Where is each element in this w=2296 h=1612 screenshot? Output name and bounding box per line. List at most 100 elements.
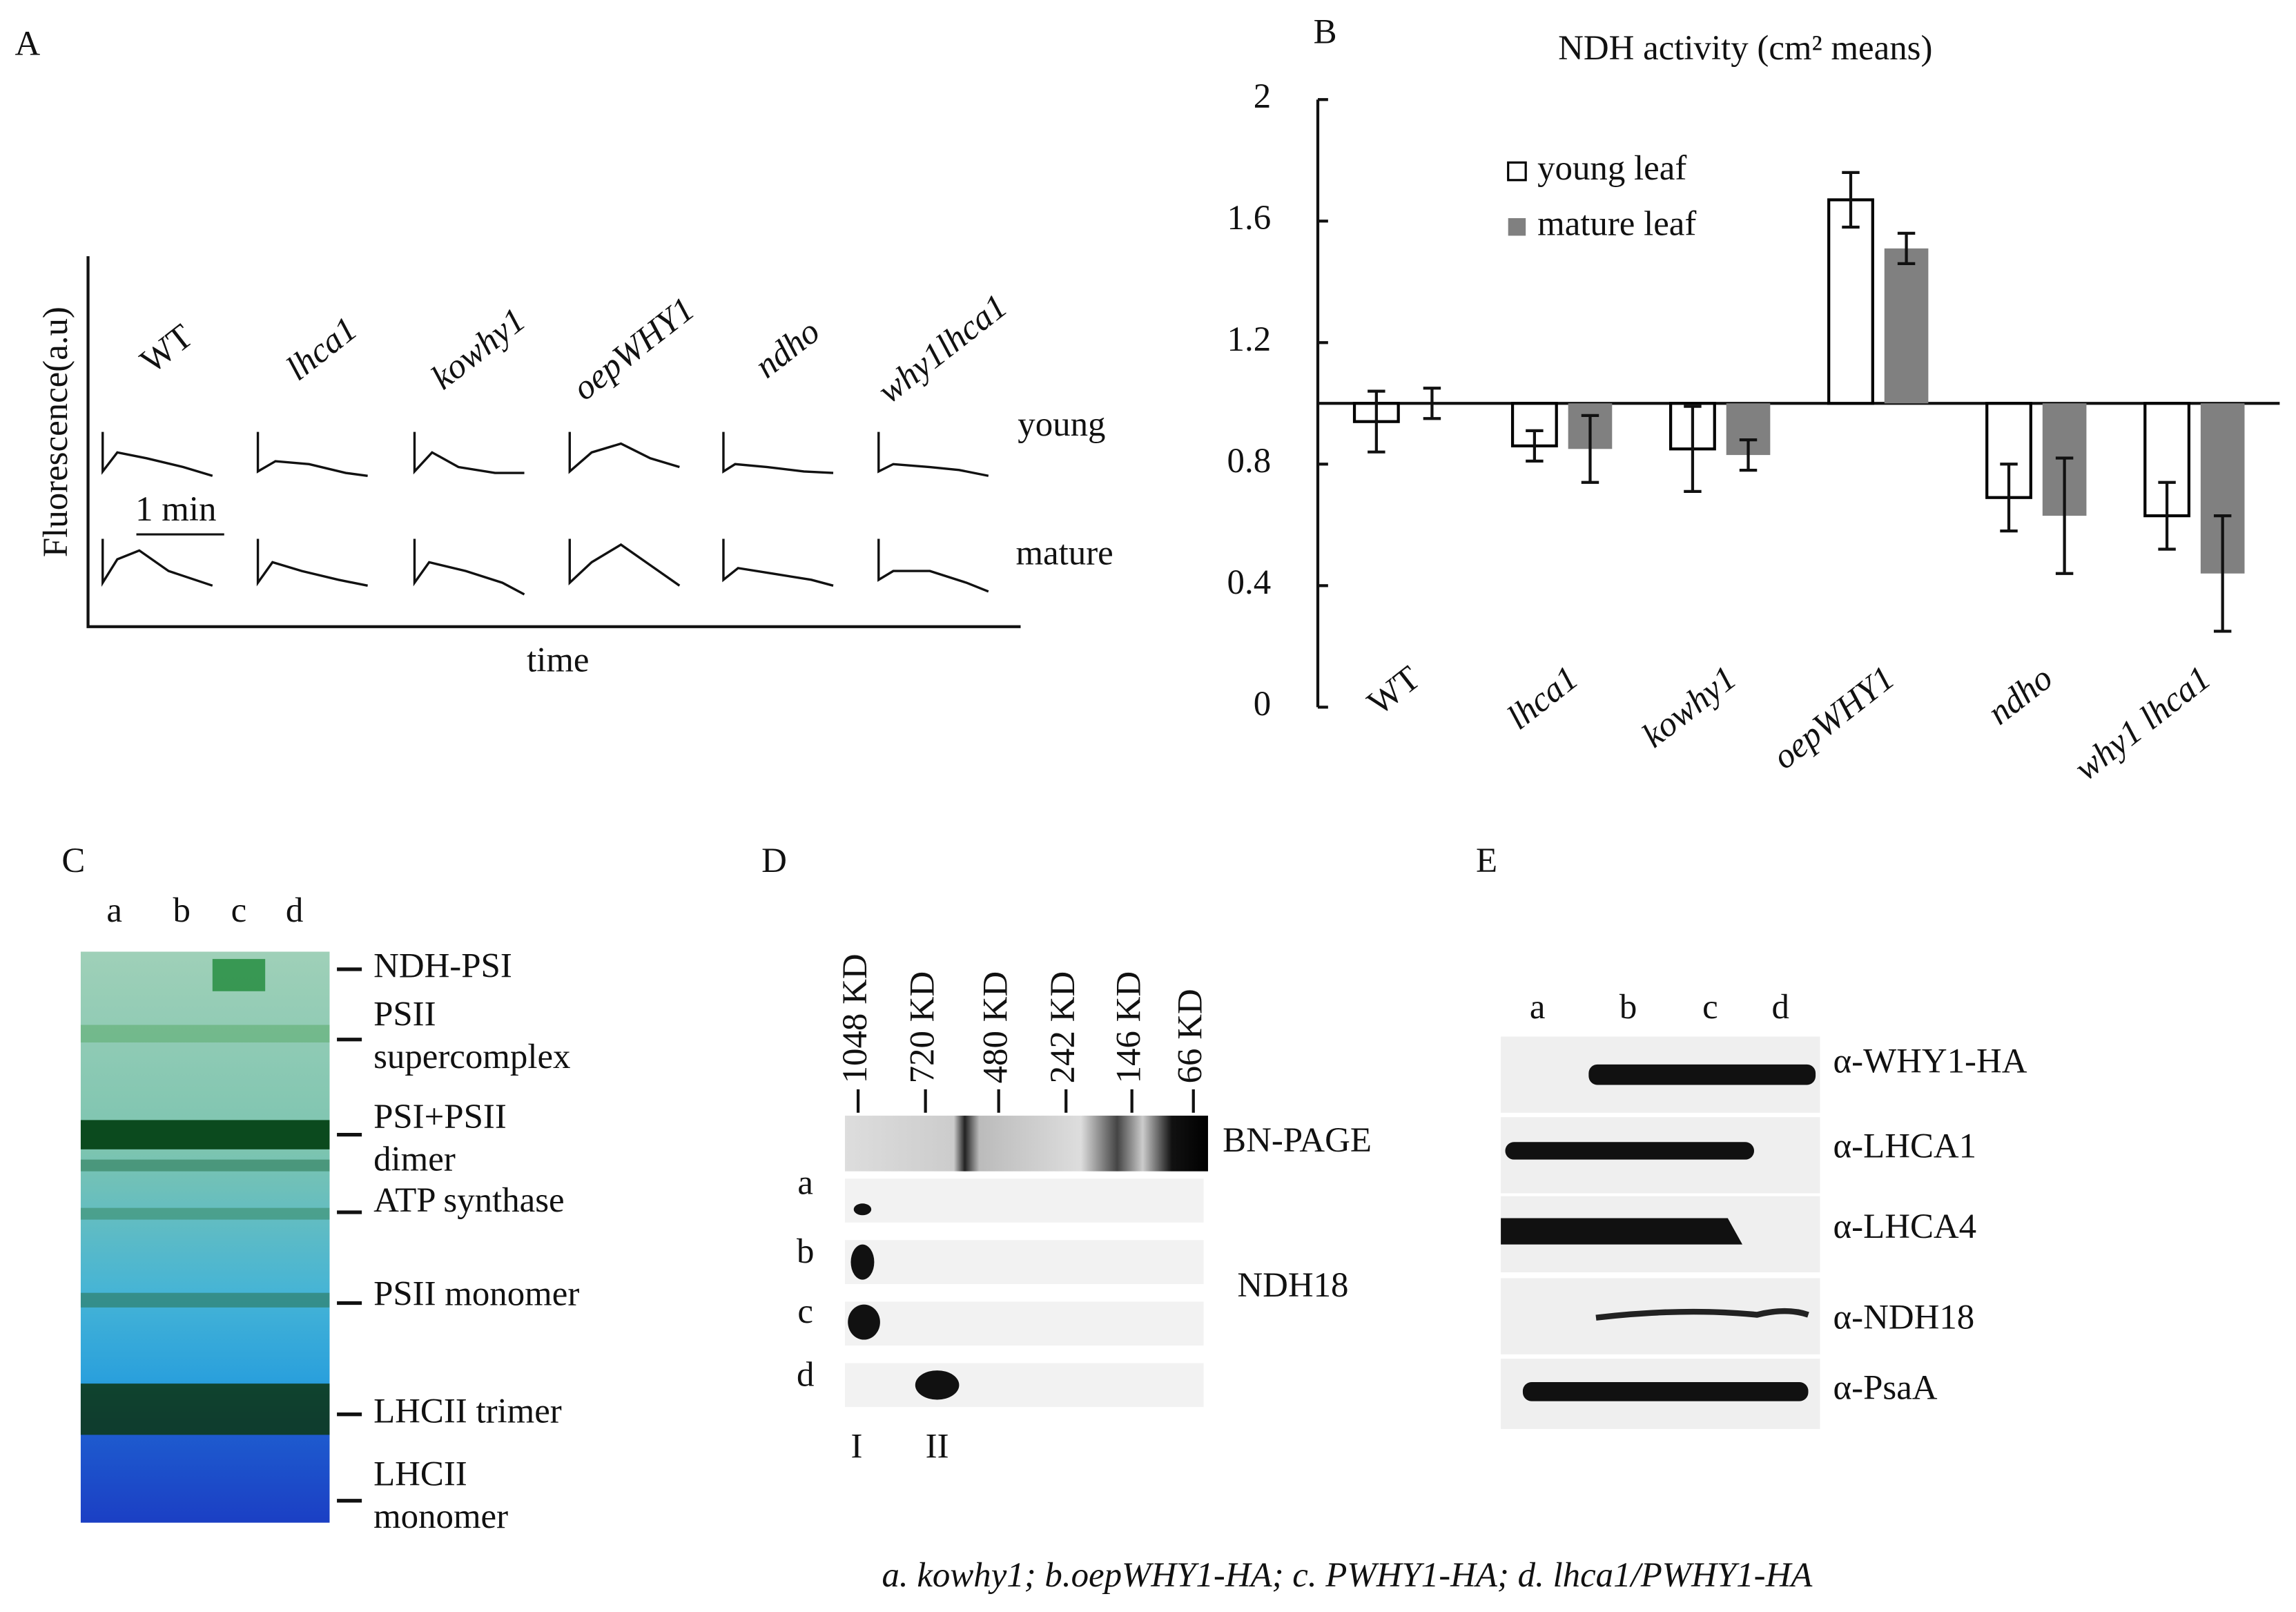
genotype-label: ndho xyxy=(748,312,827,386)
y-tick-label: 1.2 xyxy=(1227,320,1272,359)
fluorescence-trace xyxy=(256,538,368,587)
band-label: dimer xyxy=(373,1140,456,1179)
lane-label: b xyxy=(173,891,191,930)
lane-label: c xyxy=(231,891,247,930)
panel-a xyxy=(86,256,1021,628)
error-bar xyxy=(1526,429,1544,463)
band-label: NDH-PSI xyxy=(373,947,512,986)
gel-band xyxy=(80,1383,330,1435)
marker-label: 66 KD xyxy=(1171,989,1209,1083)
antibody-label: α-LHCA4 xyxy=(1833,1207,1977,1246)
complex-label: II xyxy=(926,1427,949,1466)
error-bar xyxy=(1368,389,1385,454)
genotype-label: kowhy1 xyxy=(425,301,533,398)
blot-band xyxy=(1501,1218,1743,1245)
error-bar xyxy=(2000,463,2018,533)
fluorescence-trace xyxy=(101,538,213,587)
error-bar xyxy=(1684,405,1702,494)
blot-spot xyxy=(848,1304,880,1340)
genotype-label: oepWHY1 xyxy=(566,290,702,408)
fluorescence-trace xyxy=(877,431,989,477)
lane-label: b xyxy=(797,1232,814,1271)
fluorescence-trace xyxy=(413,538,525,596)
fluorescence-trace xyxy=(568,431,680,474)
x-tick-label: lhca1 xyxy=(1500,659,1586,737)
error-bar xyxy=(1897,231,1916,265)
genotype-label: why1lhca1 xyxy=(870,287,1014,411)
blot-band xyxy=(1522,1382,1809,1401)
genotype-label: lhca1 xyxy=(280,310,365,389)
error-bar xyxy=(2158,480,2176,551)
antibody-label: NDH18 xyxy=(1237,1266,1348,1305)
y-axis-label: Fluorescence(a.u) xyxy=(37,307,75,557)
panel-label: A xyxy=(15,25,41,64)
y-tick-label: 2 xyxy=(1254,77,1271,116)
legend-swatch xyxy=(1508,217,1526,236)
lane-label: c xyxy=(797,1292,813,1331)
x-tick-label: why1 lhca1 xyxy=(2068,659,2218,788)
legend-swatch xyxy=(1507,161,1527,182)
panel-label: E xyxy=(1476,842,1497,880)
antibody-label: α-PsaA xyxy=(1833,1368,1938,1407)
panel-e xyxy=(1501,1036,1820,1429)
blot-band xyxy=(1595,1308,1809,1321)
blot-band xyxy=(1588,1064,1816,1085)
band-label: ATP synthase xyxy=(373,1181,565,1220)
blot-spot xyxy=(915,1370,960,1400)
error-bar xyxy=(1842,171,1860,229)
bar xyxy=(1827,198,1874,405)
y-tick-label: 1.6 xyxy=(1227,199,1272,237)
band-label: PSI+PSII xyxy=(373,1098,507,1136)
x-tick-label: kowhy1 xyxy=(1635,659,1744,755)
band-label: monomer xyxy=(373,1497,508,1536)
x-tick-label: oepWHY1 xyxy=(1766,659,1902,777)
panel-label: B xyxy=(1314,13,1337,52)
gel-label: BN-PAGE xyxy=(1223,1121,1372,1160)
blot-spot xyxy=(853,1203,872,1216)
bn-page-gel xyxy=(844,1116,1208,1172)
gel-band xyxy=(80,1159,330,1172)
gel-band xyxy=(80,1292,330,1308)
blot xyxy=(844,1363,1204,1408)
error-bar xyxy=(2213,514,2232,633)
gel-band xyxy=(80,1207,330,1220)
lane-label: c xyxy=(1702,988,1718,1027)
fluorescence-trace xyxy=(413,431,525,475)
gel-band xyxy=(212,959,266,991)
gel-band xyxy=(80,1025,330,1043)
y-tick-label: 0.8 xyxy=(1227,442,1272,480)
y-tick-label: 0.4 xyxy=(1227,563,1272,602)
lane-label: d xyxy=(797,1355,814,1394)
band-label: PSII monomer xyxy=(373,1275,579,1314)
panel-c xyxy=(80,951,330,1523)
panel-label: C xyxy=(61,842,85,880)
band-label: supercomplex xyxy=(373,1038,570,1076)
marker-label: 242 KD xyxy=(1044,971,1082,1084)
panel-label: D xyxy=(761,842,787,880)
antibody-label: α-LHCA1 xyxy=(1833,1127,1977,1165)
fluorescence-trace xyxy=(722,538,834,587)
blot xyxy=(844,1301,1204,1346)
error-bar xyxy=(1423,387,1441,420)
marker-label: 1048 KD xyxy=(836,953,875,1083)
lane-label: a xyxy=(106,891,122,930)
lane-label: a xyxy=(1530,988,1546,1027)
gel-band xyxy=(80,1120,330,1149)
marker-label: 146 KD xyxy=(1109,971,1148,1084)
y-tick-label: 0 xyxy=(1254,685,1271,724)
row-label: mature xyxy=(1015,534,1113,573)
fluorescence-trace xyxy=(568,538,681,587)
scale-label: 1 min xyxy=(135,490,216,529)
caption: a. kowhy1; b.oepWHY1-HA; c. PWHY1-HA; d.… xyxy=(882,1556,1813,1595)
error-bar xyxy=(2055,456,2074,575)
lane-label: a xyxy=(797,1164,813,1203)
x-tick-label: WT xyxy=(1361,659,1428,723)
blot xyxy=(1501,1278,1820,1354)
fluorescence-trace xyxy=(256,431,368,477)
antibody-label: α-NDH18 xyxy=(1833,1299,1975,1337)
blot xyxy=(844,1178,1204,1223)
legend-label: young leaf xyxy=(1537,149,1686,188)
row-label: young xyxy=(1018,405,1105,444)
legend-label: mature leaf xyxy=(1537,204,1696,243)
